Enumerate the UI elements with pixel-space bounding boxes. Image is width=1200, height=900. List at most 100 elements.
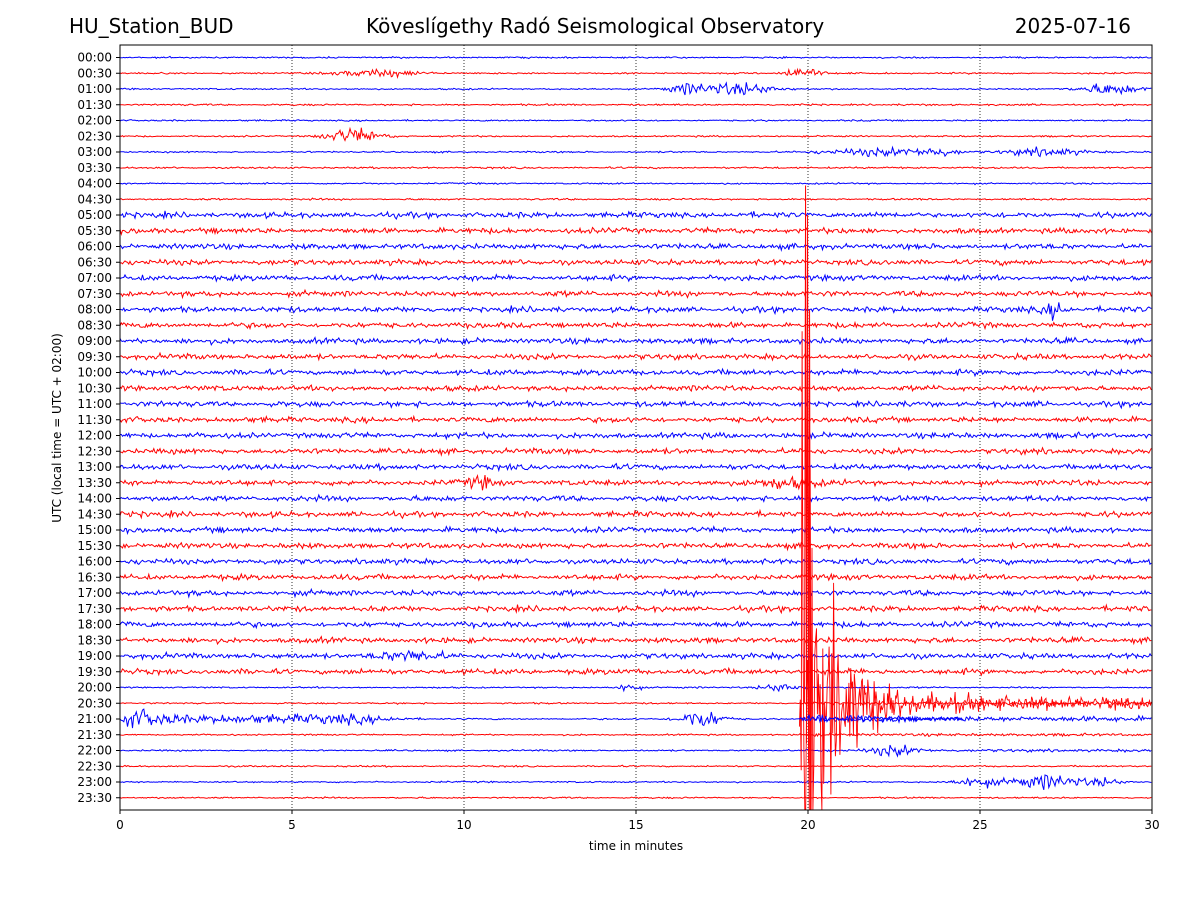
y-tick-label: 16:30 bbox=[77, 570, 112, 584]
y-tick-label: 17:00 bbox=[77, 586, 112, 600]
y-tick-label: 19:30 bbox=[77, 665, 112, 679]
trace-row-1200 bbox=[119, 431, 1152, 441]
trace-row-1830 bbox=[119, 635, 1152, 646]
trace-row-2230 bbox=[119, 764, 1152, 768]
y-tick-label: 17:30 bbox=[77, 602, 112, 616]
y-tick-label: 12:00 bbox=[77, 429, 112, 443]
x-axis-label: time in minutes bbox=[589, 839, 683, 853]
trace-row-0400 bbox=[119, 181, 1152, 186]
y-tick-label: 21:30 bbox=[77, 728, 112, 742]
trace-row-0030 bbox=[119, 67, 1152, 80]
y-tick-label: 18:30 bbox=[77, 633, 112, 647]
y-axis-label: UTC (local time = UTC + 02:00) bbox=[50, 333, 64, 523]
y-tick-label: 04:00 bbox=[77, 177, 112, 191]
trace-row-2330 bbox=[119, 796, 1152, 800]
y-tick-label: 13:30 bbox=[77, 476, 112, 490]
y-tick-label: 19:00 bbox=[77, 649, 112, 663]
y-tick-label: 01:00 bbox=[77, 82, 112, 96]
y-tick-label: 13:00 bbox=[77, 460, 112, 474]
trace-row-0600 bbox=[119, 242, 1152, 253]
trace-row-0130 bbox=[120, 103, 1152, 107]
y-tick-label: 00:00 bbox=[77, 51, 112, 65]
y-tick-label: 03:00 bbox=[77, 145, 112, 159]
y-tick-label: 09:00 bbox=[77, 334, 112, 348]
y-tick-label: 15:00 bbox=[77, 523, 112, 537]
y-tick-label: 10:00 bbox=[77, 366, 112, 380]
y-tick-label: 15:30 bbox=[77, 539, 112, 553]
trace-row-1100 bbox=[119, 399, 1152, 410]
trace-row-2300 bbox=[119, 774, 1152, 790]
y-tick-label: 10:30 bbox=[77, 381, 112, 395]
trace-row-2100 bbox=[119, 708, 1152, 729]
y-tick-label: 07:00 bbox=[77, 271, 112, 285]
earthquake-signal bbox=[798, 185, 1152, 811]
x-tick-label: 20 bbox=[800, 818, 815, 832]
y-tick-label: 05:30 bbox=[77, 224, 112, 238]
earthquake-trace bbox=[798, 331, 1152, 811]
y-tick-label: 08:30 bbox=[77, 318, 112, 332]
trace-row-0900 bbox=[119, 335, 1152, 346]
y-tick-label: 09:30 bbox=[77, 350, 112, 364]
trace-row-0000 bbox=[120, 55, 1152, 60]
trace-row-0230 bbox=[119, 126, 1152, 142]
trace-row-2200 bbox=[119, 744, 1152, 758]
x-tick-label: 0 bbox=[116, 818, 124, 832]
y-tick-label: 12:30 bbox=[77, 444, 112, 458]
x-axis-ticks: 0 5 10 15 20 25 30 bbox=[116, 810, 1160, 832]
trace-row-0730 bbox=[119, 288, 1152, 300]
x-tick-label: 25 bbox=[972, 818, 987, 832]
x-tick-label: 15 bbox=[628, 818, 643, 832]
y-tick-label: 02:00 bbox=[77, 114, 112, 128]
x-tick-label: 5 bbox=[288, 818, 296, 832]
y-tick-label: 20:30 bbox=[77, 696, 112, 710]
trace-row-0330 bbox=[119, 166, 1152, 170]
trace-row-1330 bbox=[119, 473, 1152, 491]
trace-row-1800 bbox=[119, 620, 1152, 630]
trace-row-1700 bbox=[119, 587, 1152, 599]
trace-row-2130 bbox=[119, 732, 1152, 738]
trace-row-1900 bbox=[119, 649, 1152, 663]
date-title: 2025-07-16 bbox=[1014, 14, 1131, 38]
trace-row-1730 bbox=[119, 603, 1152, 615]
x-tick-label: 10 bbox=[456, 818, 471, 832]
y-tick-label: 16:00 bbox=[77, 555, 112, 569]
y-tick-label: 23:00 bbox=[77, 775, 112, 789]
y-tick-label: 22:30 bbox=[77, 759, 112, 773]
trace-row-1400 bbox=[119, 493, 1152, 503]
trace-row-0800 bbox=[119, 302, 1152, 321]
y-tick-label: 01:30 bbox=[77, 98, 112, 112]
y-tick-label: 00:30 bbox=[77, 66, 112, 80]
y-tick-label: 08:00 bbox=[77, 303, 112, 317]
y-tick-label: 03:30 bbox=[77, 161, 112, 175]
y-tick-label: 14:00 bbox=[77, 492, 112, 506]
trace-row-1030 bbox=[119, 384, 1152, 393]
trace-row-1600 bbox=[119, 557, 1152, 566]
trace-row-1530 bbox=[119, 541, 1152, 552]
trace-row-0200 bbox=[119, 118, 1152, 123]
trace-row-0300 bbox=[119, 145, 1152, 158]
trace-row-1230 bbox=[119, 446, 1152, 457]
y-tick-label: 23:30 bbox=[77, 791, 112, 805]
y-tick-label: 20:00 bbox=[77, 681, 112, 695]
y-tick-label: 06:00 bbox=[77, 240, 112, 254]
trace-row-0100 bbox=[119, 81, 1152, 96]
trace-row-0530 bbox=[119, 226, 1152, 236]
trace-row-2000 bbox=[119, 683, 1152, 693]
trace-row-1630 bbox=[119, 572, 1152, 583]
trace-row-1000 bbox=[119, 367, 1152, 378]
y-tick-label: 11:00 bbox=[77, 397, 112, 411]
y-tick-label: 14:30 bbox=[77, 507, 112, 521]
y-tick-label: 22:00 bbox=[77, 744, 112, 758]
y-tick-label: 04:30 bbox=[77, 192, 112, 206]
trace-row-0700 bbox=[119, 273, 1152, 283]
y-tick-label: 02:30 bbox=[77, 129, 112, 143]
grid-lines bbox=[291, 45, 981, 810]
y-tick-label: 21:00 bbox=[77, 712, 112, 726]
trace-row-0630 bbox=[119, 257, 1152, 267]
y-tick-label: 11:30 bbox=[77, 413, 112, 427]
x-tick-label: 30 bbox=[1144, 818, 1159, 832]
seismic-traces bbox=[119, 55, 1152, 800]
trace-row-1430 bbox=[119, 508, 1152, 520]
